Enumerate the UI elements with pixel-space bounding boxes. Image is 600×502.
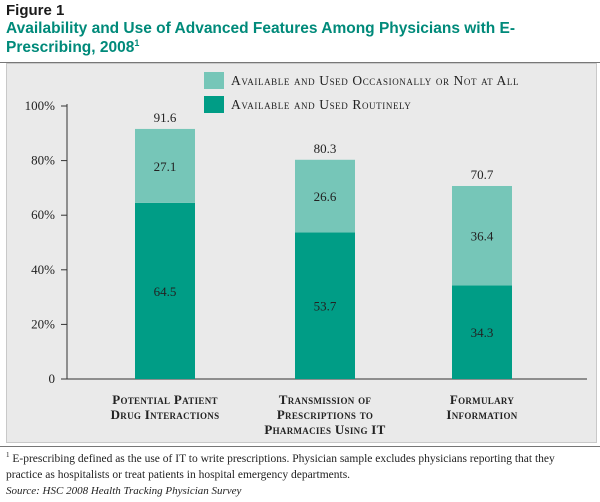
y-tick-label: 20% [31,316,55,331]
x-tick-label-line: Potential Patient [112,392,218,407]
x-tick-label-line: Transmission of [279,392,372,407]
bar-segment-occasional [295,159,355,233]
data-label: 53.7 [314,299,337,314]
figure-label: Figure 1 [6,2,65,19]
footnote-text: E-prescribing defined as the use of IT t… [6,453,555,481]
stacked-bar-chart: 0 20% 40% 60% 80% 100% 64.5 27.1 91.6 Potential P… [25,72,587,437]
data-label: 26.6 [314,189,337,204]
bar-segment-routine [295,232,355,379]
figure-title: Availability and Use of Advanced Feature… [6,19,596,57]
total-label: 91.6 [154,110,177,125]
y-tick-label: 60% [31,207,55,222]
bar-segment-occasional [452,185,512,286]
bottom-rule [0,446,600,447]
legend-swatch-occasional [204,72,224,89]
footnote-marker: 1 [6,451,10,460]
total-label: 80.3 [314,141,337,156]
x-tick-label: Formulary Information [446,392,517,422]
y-tick-label: 40% [31,262,55,277]
data-label: 27.1 [154,159,177,174]
figure-title-footnote-marker: 1 [134,37,140,48]
data-label: 64.5 [154,284,177,299]
chart-panel: 0 20% 40% 60% 80% 100% 64.5 27.1 91.6 Potential P… [6,63,597,443]
y-tick-label: 0 [49,371,56,386]
x-tick-label-line: Formulary [450,392,515,407]
x-tick-label-line: Pharmacies Using IT [264,422,385,437]
legend-swatch-routine [204,96,224,113]
x-tick-label: Potential Patient Drug Interactions [111,392,220,422]
source-note: Source: HSC 2008 Health Tracking Physici… [6,485,242,497]
y-tick-label: 80% [31,153,55,168]
figure-title-text: Availability and Use of Advanced Feature… [6,20,516,56]
x-tick-label-line: Prescriptions to [277,407,373,422]
data-label: 34.3 [471,325,494,340]
data-label: 36.4 [471,229,494,244]
top-rule [0,62,600,63]
x-tick-label-line: Drug Interactions [111,407,220,422]
y-tick-label: 100% [25,98,56,113]
bar-segment-occasional [135,128,195,203]
x-tick-label-line: Information [446,407,517,422]
footnote: 1 E-prescribing defined as the use of IT… [6,451,591,483]
x-tick-label: Transmission of Prescriptions to Pharmacie… [264,392,385,437]
total-label: 70.7 [471,167,494,182]
legend-label-occasional: Available and Used Occasionally or Not a… [231,73,519,88]
bar-segment-routine [135,202,195,379]
legend-label-routine: Available and Used Routinely [231,97,411,112]
bar-segment-routine [452,285,512,379]
